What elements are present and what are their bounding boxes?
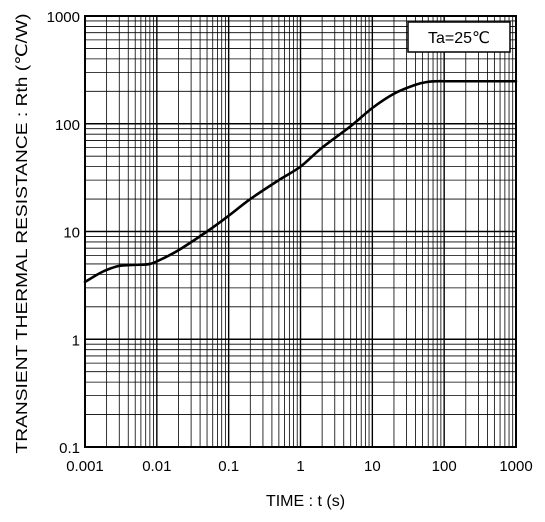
x-tick-label: 0.01 xyxy=(142,458,171,475)
grid xyxy=(84,16,516,448)
x-tick-label: 0.1 xyxy=(218,458,239,475)
x-tick-label: 10 xyxy=(364,458,381,475)
x-tick-label: 100 xyxy=(432,458,457,475)
annotation-box: Ta=25℃ xyxy=(407,21,511,53)
y-tick-label: 1 xyxy=(72,332,80,349)
x-axis-label: TIME : t (s) xyxy=(266,493,345,510)
x-tick-labels: 0.001 0.01 0.1 1 10 100 1000 xyxy=(66,458,532,475)
y-tick-label: 1000 xyxy=(47,9,80,26)
y-tick-label: 10 xyxy=(63,225,80,242)
y-tick-label: 0.1 xyxy=(59,440,80,457)
x-tick-label: 1000 xyxy=(499,458,532,475)
plot-frame xyxy=(84,15,517,448)
y-tick-label: 100 xyxy=(55,117,80,134)
series-line xyxy=(83,79,518,284)
y-axis-label: TRANSIENT THERMAL RESISTANCE : Rth (℃/W) xyxy=(14,14,31,454)
x-tick-label: 1 xyxy=(296,458,304,475)
y-tick-labels: 0.1 1 10 100 1000 xyxy=(47,9,80,457)
x-tick-label: 0.001 xyxy=(66,458,104,475)
annotation-text: Ta=25℃ xyxy=(428,30,490,47)
